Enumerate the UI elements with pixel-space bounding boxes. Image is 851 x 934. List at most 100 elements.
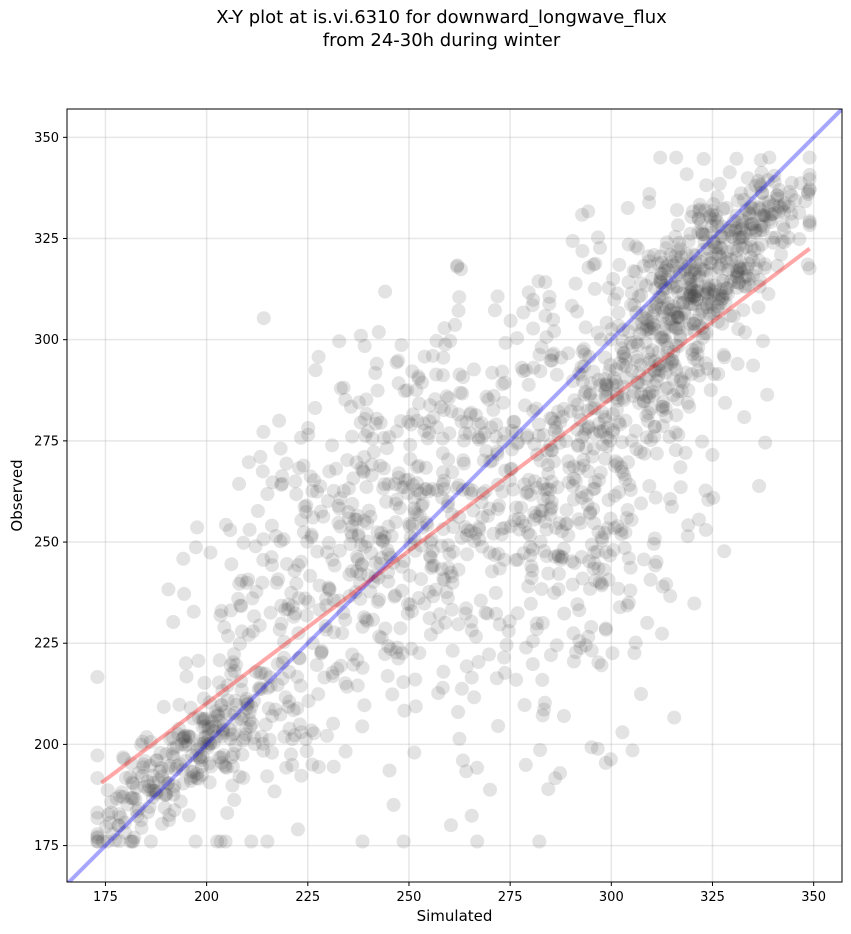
data-point [251, 682, 266, 697]
data-point [526, 360, 541, 375]
data-point [600, 430, 615, 445]
data-point [711, 291, 726, 306]
data-point [461, 482, 476, 497]
data-point [349, 512, 364, 527]
data-point [663, 303, 677, 318]
data-point [516, 546, 531, 561]
data-point [444, 404, 459, 419]
data-point [654, 266, 669, 281]
data-point [437, 482, 452, 497]
data-point [694, 224, 709, 239]
data-point [609, 362, 623, 377]
data-point [664, 254, 679, 269]
data-point [161, 761, 176, 776]
data-point [391, 466, 406, 481]
data-point [456, 370, 471, 384]
data-point [351, 527, 366, 542]
data-point [371, 325, 386, 339]
data-point [745, 217, 760, 232]
data-point [539, 522, 554, 537]
data-point [460, 547, 475, 562]
data-point [503, 313, 518, 328]
data-point [753, 153, 768, 168]
data-point [104, 795, 119, 810]
data-point [403, 537, 418, 552]
data-point [658, 381, 673, 396]
data-point [615, 334, 630, 349]
data-point [285, 732, 300, 747]
data-point [669, 150, 684, 165]
data-point [293, 678, 308, 693]
data-point [621, 551, 636, 566]
one-to-one-line [67, 109, 842, 882]
data-point [689, 292, 704, 307]
data-point [134, 813, 149, 828]
data-point [669, 362, 684, 377]
data-point [718, 286, 733, 301]
data-point [458, 606, 473, 621]
data-point [307, 473, 322, 488]
data-point [667, 358, 682, 373]
data-point [600, 521, 615, 536]
data-point [669, 305, 684, 320]
data-point [345, 564, 359, 578]
data-point [428, 392, 443, 407]
data-point [751, 300, 766, 315]
data-point [672, 295, 687, 310]
data-point [736, 303, 751, 318]
data-point [392, 501, 407, 515]
data-point [711, 246, 726, 261]
data-point [192, 710, 206, 725]
data-point [770, 258, 785, 273]
data-point [389, 424, 404, 439]
data-point [687, 351, 702, 366]
data-point [556, 401, 571, 416]
data-point [497, 665, 512, 680]
data-point [746, 268, 760, 283]
data-point [532, 509, 547, 524]
data-point [459, 528, 474, 543]
data-point [674, 384, 689, 399]
data-point [430, 620, 445, 635]
data-point [692, 212, 706, 226]
data-point [353, 591, 368, 606]
data-point [742, 206, 757, 220]
data-point [576, 374, 590, 389]
data-point [221, 628, 235, 643]
data-point [682, 277, 697, 292]
data-point [698, 263, 713, 278]
data-point [664, 355, 679, 370]
data-point [673, 267, 688, 282]
data-point [664, 302, 679, 317]
data-point [699, 251, 714, 266]
data-point [162, 758, 177, 773]
data-point [643, 352, 658, 367]
data-point [607, 371, 622, 385]
data-point [326, 593, 341, 608]
data-point [645, 272, 660, 286]
data-point [528, 509, 543, 524]
data-point [591, 473, 606, 487]
data-point [577, 387, 592, 402]
data-point [531, 274, 546, 289]
data-point [510, 436, 524, 451]
data-point [695, 434, 710, 449]
data-point [666, 258, 681, 273]
data-point [647, 363, 662, 378]
data-point [621, 324, 636, 339]
data-point [177, 586, 192, 601]
data-point [555, 550, 570, 565]
data-point [738, 269, 752, 284]
data-point [620, 598, 635, 613]
data-point [643, 572, 658, 587]
data-point [697, 326, 712, 341]
data-point [388, 515, 403, 530]
data-point [378, 284, 393, 299]
data-points [90, 150, 817, 849]
data-point [666, 280, 681, 295]
data-point [317, 670, 332, 685]
data-point [781, 199, 796, 214]
data-point [547, 324, 562, 339]
data-point [757, 208, 772, 223]
data-point [668, 320, 683, 335]
